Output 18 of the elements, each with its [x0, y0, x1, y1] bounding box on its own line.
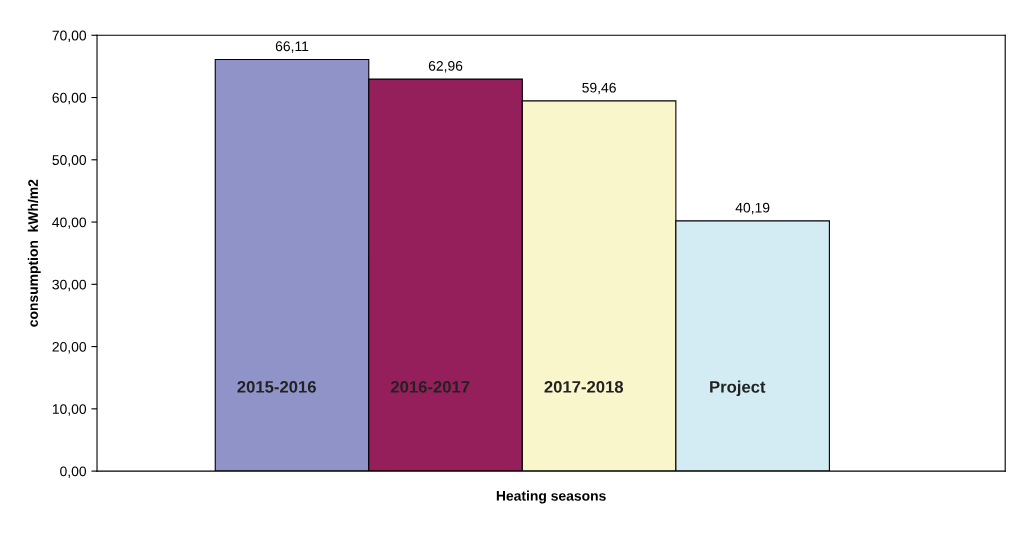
x-tick-label: Project	[710, 380, 766, 397]
y-axis-title: consumption kWh/m2	[27, 179, 41, 327]
y-tick-label: 50,00	[52, 155, 87, 167]
x-tick-label: 2015-2016	[237, 380, 316, 393]
y-tick-label: 30,00	[52, 279, 87, 292]
y-tick-label: 10,00	[52, 404, 87, 416]
y-tick-label: 20,00	[52, 341, 87, 354]
x-tick-label: 2016-2017	[390, 380, 470, 393]
y-tick-label: 60,00	[52, 92, 87, 105]
y-tick-label: 70,00	[52, 30, 87, 43]
y-tick-label: 0,00	[60, 466, 87, 478]
data-label: 66,11	[275, 41, 309, 53]
data-label: 59,46	[582, 82, 616, 95]
data-label: 62,96	[428, 60, 463, 73]
data-label: 40,19	[735, 202, 770, 215]
x-tick-label: 2017-2018	[544, 380, 624, 393]
y-tick-label: 40,00	[52, 217, 87, 229]
x-axis-title: Heating seasons	[496, 490, 606, 504]
